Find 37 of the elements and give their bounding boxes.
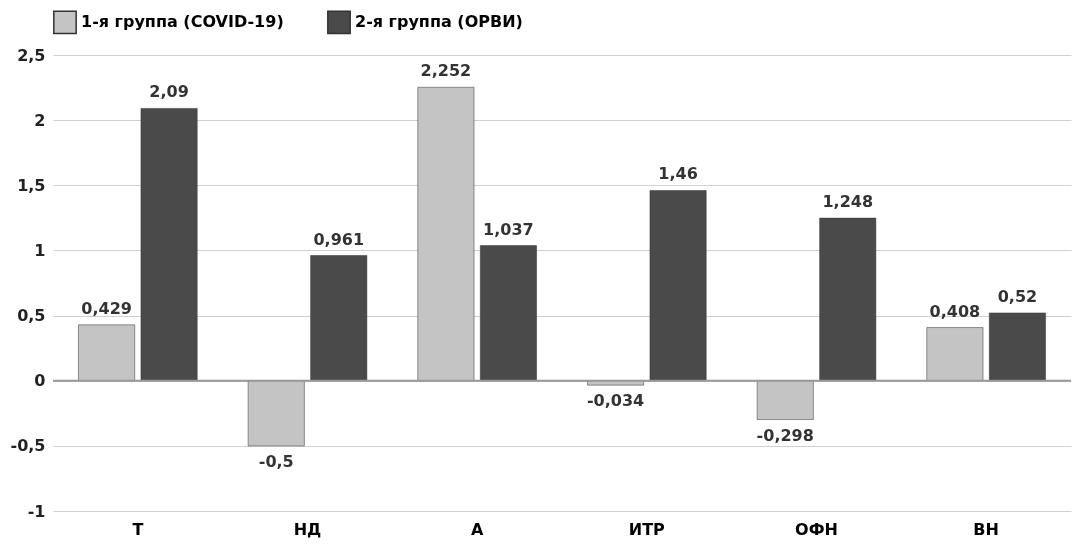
bar xyxy=(78,324,135,381)
y-tick-label: 2,5 xyxy=(17,45,46,65)
data-label: -0,298 xyxy=(756,425,814,445)
data-label: 0,961 xyxy=(313,229,365,249)
y-tick-label: 0,5 xyxy=(17,306,46,326)
x-tick-label: ВН xyxy=(973,519,999,539)
x-tick-label: А xyxy=(470,519,484,539)
data-label: 1,248 xyxy=(822,192,874,212)
bar xyxy=(989,312,1046,381)
data-label: 0,52 xyxy=(997,286,1038,306)
legend-label: 1-я группа (COVID-19) xyxy=(81,12,284,32)
x-tick-label: НД xyxy=(293,519,322,539)
x-tick-label: ОФН xyxy=(795,519,838,539)
bar xyxy=(649,190,707,381)
data-label: 2,09 xyxy=(149,82,189,102)
data-label: -0,5 xyxy=(258,451,294,471)
bar xyxy=(140,108,198,381)
data-label: 1,037 xyxy=(483,219,534,239)
bar xyxy=(310,255,368,381)
y-tick-label: 0 xyxy=(34,371,46,391)
x-tick-label: ИТР xyxy=(628,519,666,539)
data-label: 0,429 xyxy=(81,298,132,318)
y-tick-label: -0,5 xyxy=(10,436,46,456)
legend-label: 2-я группа (ОРВИ) xyxy=(355,12,523,32)
y-tick-label: 1,5 xyxy=(17,175,46,195)
y-tick-label: 1 xyxy=(34,240,46,260)
y-tick-label: 2 xyxy=(34,110,46,130)
x-tick-label: Т xyxy=(132,519,144,539)
data-label: 1,46 xyxy=(658,164,698,184)
data-label: 2,252 xyxy=(420,61,472,81)
bar xyxy=(819,217,877,381)
data-label: -0,034 xyxy=(586,391,645,411)
bar xyxy=(756,380,814,420)
y-tick-label: -1 xyxy=(27,501,46,521)
bar xyxy=(480,245,537,381)
bar xyxy=(926,327,984,381)
data-label: 0,408 xyxy=(929,301,981,321)
